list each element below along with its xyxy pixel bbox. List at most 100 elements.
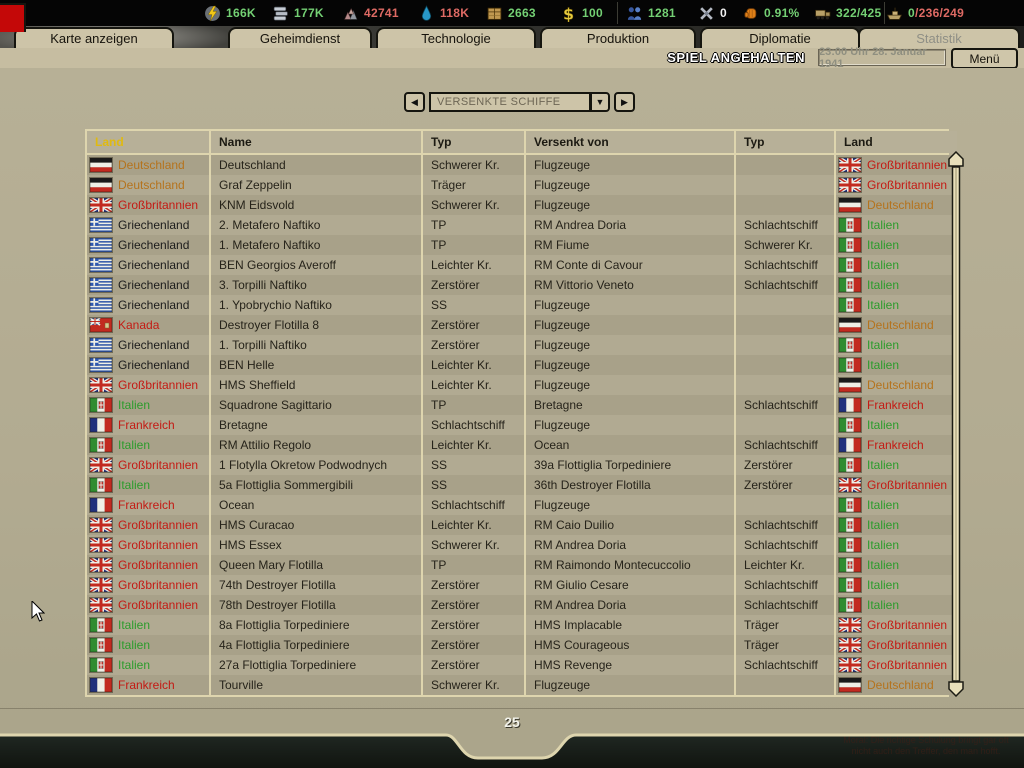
flag-icon-it xyxy=(839,558,861,572)
sunk-by-cell: RM Andrea Doria xyxy=(526,595,734,615)
country-label: Frankreich xyxy=(867,438,924,452)
tab-karte-anzeigen[interactable]: Karte anzeigen xyxy=(14,27,174,50)
dropdown-arrow-button[interactable]: ▼ xyxy=(591,92,610,112)
resource-bar: 166K 177K 42741 118K 2663 $100 1281 0 0.91% 322/4… xyxy=(0,0,1024,26)
flag-icon-de xyxy=(839,378,861,392)
name-cell: Tourville xyxy=(211,675,421,695)
country-label: Großbritannien xyxy=(867,178,948,192)
sunk-by-cell: RM Conte di Cavour xyxy=(526,255,734,275)
country-label: Großbritannien xyxy=(118,458,199,472)
scrollbar-graphic xyxy=(948,150,964,698)
prev-category-button[interactable]: ◀ xyxy=(404,92,425,112)
country-label: Großbritannien xyxy=(867,158,948,172)
flag-icon-gb xyxy=(839,158,861,172)
menu-button[interactable]: Menü xyxy=(951,48,1018,69)
country-label: Italien xyxy=(118,438,151,452)
resource-item: 322/425 xyxy=(814,3,881,23)
header-name[interactable]: Name xyxy=(211,131,421,153)
table-row: Griechenland 3. Torpilli Naftiko Zerstör… xyxy=(87,275,957,295)
header-typ[interactable]: Typ xyxy=(423,131,524,153)
land-cell: Großbritannien xyxy=(87,575,209,595)
table-row: Griechenland 2. Metafero Naftiko TP RM A… xyxy=(87,215,957,235)
tab-produktion[interactable]: Produktion xyxy=(540,27,696,50)
resource-item: $100 xyxy=(560,3,603,23)
country-label: Griechenland xyxy=(118,238,190,252)
scroll-up-icon[interactable] xyxy=(948,150,964,167)
country-label: Italien xyxy=(118,618,151,632)
scroll-down-icon[interactable] xyxy=(948,681,964,698)
resource-item: 177K xyxy=(272,3,324,23)
land2-cell: Italien xyxy=(836,455,957,475)
name-cell: 4a Flottiglia Torpediniere xyxy=(211,635,421,655)
type-cell: Zerstörer xyxy=(423,635,524,655)
land2-cell: Italien xyxy=(836,555,957,575)
metal-icon xyxy=(273,6,288,20)
land2-cell: Frankreich xyxy=(836,435,957,455)
header-versenkt-von[interactable]: Versenkt von xyxy=(526,131,734,153)
name-cell: 1. Torpilli Naftiko xyxy=(211,335,421,355)
tab-diplomatie[interactable]: Diplomatie xyxy=(700,27,860,50)
tab-geheimdienst[interactable]: Geheimdienst xyxy=(228,27,372,50)
table-row: Frankreich Tourville Schwerer Kr. Flugze… xyxy=(87,675,957,695)
header-land[interactable]: Land xyxy=(87,131,209,153)
table-row: Großbritannien 74th Destroyer Flotilla Z… xyxy=(87,575,957,595)
flag-icon-gb xyxy=(90,518,112,532)
country-label: Großbritannien xyxy=(867,638,948,652)
type2-cell xyxy=(736,335,834,355)
sunk-by-cell: Flugzeuge xyxy=(526,495,734,515)
flag-icon-it xyxy=(839,498,861,512)
land2-cell: Italien xyxy=(836,275,957,295)
type2-cell xyxy=(736,375,834,395)
resource-value: 2663 xyxy=(508,6,536,20)
type-cell: Zerstörer xyxy=(423,315,524,335)
resource-value: 0 xyxy=(720,6,727,20)
land2-cell: Großbritannien xyxy=(836,655,957,675)
type-cell: SS xyxy=(423,475,524,495)
type-cell: Schwerer Kr. xyxy=(423,155,524,175)
type2-cell: Schlachtschiff xyxy=(736,275,834,295)
sunk-ships-table: Land Name Typ Versenkt von Typ Land Deut… xyxy=(85,129,957,697)
dissent-icon xyxy=(744,7,757,19)
right-arrow-icon: ▶ xyxy=(621,96,628,107)
category-dropdown[interactable]: VERSENKTE SCHIFFE xyxy=(429,92,591,112)
type-cell: Träger xyxy=(423,175,524,195)
next-category-button[interactable]: ▶ xyxy=(614,92,635,112)
datetime-display: 23:00 Uhr 28. Januar 1941 xyxy=(818,46,946,70)
country-label: Großbritannien xyxy=(118,578,199,592)
resource-value: 0.91% xyxy=(764,6,800,20)
flag-icon-it xyxy=(839,238,861,252)
convoys-icon xyxy=(886,7,903,20)
sunk-by-cell: Flugzeuge xyxy=(526,355,734,375)
table-row: Italien Squadrone Sagittario TP Bretagne… xyxy=(87,395,957,415)
country-label: Griechenland xyxy=(118,278,190,292)
resource-item: 1281 xyxy=(626,3,676,23)
type-cell: SS xyxy=(423,295,524,315)
flag-icon-gr xyxy=(90,298,112,312)
country-label: Italien xyxy=(118,478,151,492)
tab-technologie[interactable]: Technologie xyxy=(376,27,536,50)
land2-cell: Italien xyxy=(836,335,957,355)
scrollbar[interactable] xyxy=(948,150,964,698)
land2-cell: Italien xyxy=(836,495,957,515)
table-row: Griechenland 1. Torpilli Naftiko Zerstör… xyxy=(87,335,957,355)
table-row: Großbritannien HMS Curacao Leichter Kr. … xyxy=(87,515,957,535)
land-cell: Deutschland xyxy=(87,175,209,195)
country-label: Deutschland xyxy=(867,678,934,692)
resource-item: 166K xyxy=(204,3,256,23)
type2-cell xyxy=(736,175,834,195)
country-label: Italien xyxy=(867,518,900,532)
header-land2[interactable]: Land xyxy=(836,131,957,153)
land-cell: Deutschland xyxy=(87,155,209,175)
flag-icon-it xyxy=(839,358,861,372)
land-cell: Kanada xyxy=(87,315,209,335)
country-label: Deutschland xyxy=(867,378,934,392)
flag-icon-gr xyxy=(90,278,112,292)
country-label: Großbritannien xyxy=(867,478,948,492)
flag-icon-gb xyxy=(90,558,112,572)
name-cell: 1. Metafero Naftiko xyxy=(211,235,421,255)
header-typ2[interactable]: Typ xyxy=(736,131,834,153)
name-cell: HMS Sheffield xyxy=(211,375,421,395)
type-cell: Schlachtschiff xyxy=(423,415,524,435)
name-cell: BEN Helle xyxy=(211,355,421,375)
flag-icon-it xyxy=(839,258,861,272)
